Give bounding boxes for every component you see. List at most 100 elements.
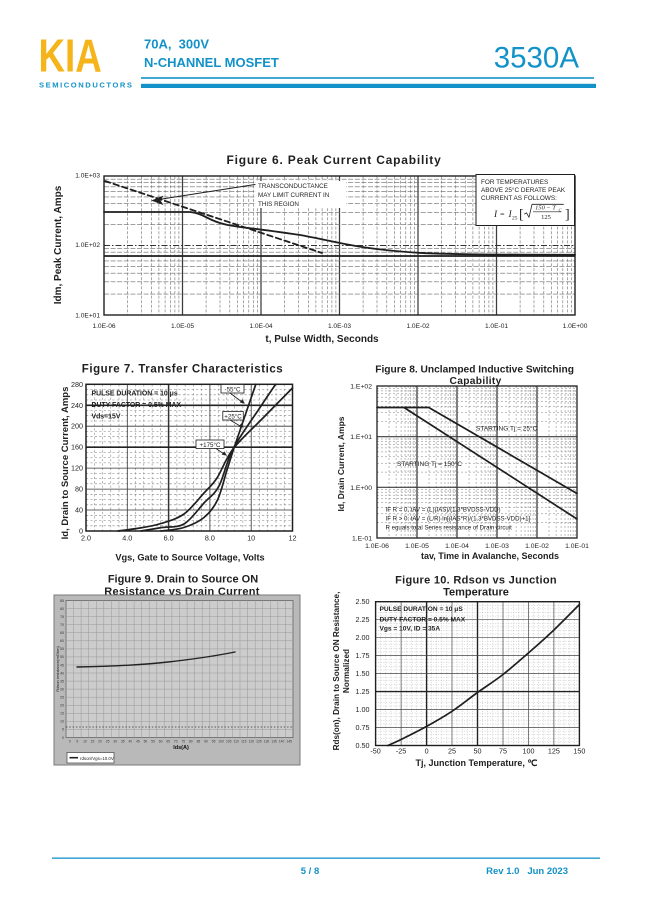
svg-text:0: 0 [62,736,64,740]
svg-text:70: 70 [60,623,64,627]
svg-text:N-CHANNEL MOSFET: N-CHANNEL MOSFET [144,55,279,70]
svg-text:0.50: 0.50 [356,741,370,750]
svg-text:Normalized: Normalized [342,649,351,693]
svg-text:Figure 8. Unclamped Inductive: Figure 8. Unclamped Inductive Switching [375,364,574,375]
svg-text:=: = [500,210,505,219]
svg-text:105: 105 [226,739,232,743]
svg-text:1.0E-03: 1.0E-03 [485,543,509,550]
svg-text:30: 30 [60,687,64,691]
svg-text:85: 85 [197,739,201,743]
svg-text:+25°C: +25°C [224,413,242,420]
svg-text:45: 45 [136,739,140,743]
svg-text:35: 35 [121,739,125,743]
svg-text:DUTY FACTOR = 0.5% MAX: DUTY FACTOR = 0.5% MAX [380,617,466,624]
svg-text:I: I [493,210,498,220]
svg-text:6.0: 6.0 [164,534,174,543]
svg-text:Figure 7. Transfer Characteris: Figure 7. Transfer Characteristics [82,364,284,376]
svg-text:Vgs, Gate to Source Voltage, V: Vgs, Gate to Source Voltage, Volts [115,553,264,563]
svg-text:TRANSCONDUCTANCE: TRANSCONDUCTANCE [258,183,328,190]
svg-text:DUTY FACTOR = 0.5% MAX: DUTY FACTOR = 0.5% MAX [92,402,182,409]
svg-text:200: 200 [71,422,83,431]
svg-text:KIA: KIA [39,29,102,81]
svg-text:1.0E-06: 1.0E-06 [92,323,115,330]
svg-text:]: ] [565,208,570,223]
svg-text:Idm, Peak Current, Amps: Idm, Peak Current, Amps [53,185,64,304]
svg-text:40: 40 [60,671,64,675]
svg-text:15: 15 [91,739,95,743]
svg-text:240: 240 [71,401,83,410]
svg-text:8.0: 8.0 [205,534,215,543]
svg-text:65: 65 [60,631,64,635]
svg-text:-50: -50 [370,747,380,756]
svg-text:1.0E-06: 1.0E-06 [365,543,389,550]
svg-text:2.50: 2.50 [356,597,370,606]
svg-text:1.0E-04: 1.0E-04 [445,543,469,550]
svg-text:SEMICONDUCTORS: SEMICONDUCTORS [39,81,134,90]
svg-text:80: 80 [75,485,83,494]
svg-text:3530A: 3530A [494,42,580,75]
svg-text:1.0E-02: 1.0E-02 [406,323,429,330]
svg-text:1.0E-01: 1.0E-01 [565,543,589,550]
svg-text:rdson/Vgs=10.0V: rdson/Vgs=10.0V [80,756,114,761]
svg-text:70: 70 [174,739,178,743]
svg-text:1.0E-04: 1.0E-04 [249,323,272,330]
svg-text:Capability: Capability [450,376,502,387]
svg-text:80: 80 [189,739,193,743]
svg-text:35: 35 [60,679,64,683]
svg-text:95: 95 [212,739,216,743]
svg-text:55: 55 [60,647,64,651]
svg-text:-25: -25 [396,747,406,756]
svg-text:IF R = 0, tAV = (L)(IAS)/(1.3*: IF R = 0, tAV = (L)(IAS)/(1.3*BVDSS-VDD) [386,507,501,514]
svg-text:160: 160 [71,443,83,452]
svg-text:1.E+01: 1.E+01 [350,434,372,441]
svg-text:55: 55 [151,739,155,743]
svg-text:280: 280 [71,380,83,389]
svg-text:115: 115 [241,739,246,743]
svg-text:40: 40 [128,739,132,743]
svg-text:1.0E-03: 1.0E-03 [328,323,351,330]
svg-text:1.00: 1.00 [356,705,370,714]
svg-text:20: 20 [98,739,102,743]
svg-text:Vgs = 10V, ID = 35A: Vgs = 10V, ID = 35A [380,626,441,633]
svg-text:75: 75 [499,747,507,756]
svg-text:140: 140 [279,739,285,743]
svg-text:+175°C: +175°C [200,442,221,449]
svg-text:100: 100 [218,739,224,743]
svg-text:10: 10 [247,534,255,543]
svg-text:1.0E-05: 1.0E-05 [405,543,429,550]
svg-text:50: 50 [474,747,482,756]
svg-text:5: 5 [76,739,78,743]
svg-text:Tj, Junction Temperature, ℃: Tj, Junction Temperature, ℃ [416,758,538,768]
svg-text:25: 25 [106,739,110,743]
svg-text:65: 65 [166,739,170,743]
svg-text:40: 40 [75,506,83,515]
svg-text:I: I [508,210,513,220]
svg-text:145: 145 [286,739,292,743]
svg-text:Id, Drain Current, Amps: Id, Drain Current, Amps [336,416,346,511]
svg-text:ABOVE 25°C DERATE PEAK: ABOVE 25°C DERATE PEAK [481,186,566,194]
svg-text:PULSE DURATION = 10 μS: PULSE DURATION = 10 μS [380,606,464,613]
svg-text:Rev 1.0 Jun 2023: Rev 1.0 Jun 2023 [486,866,568,877]
svg-text:1.50: 1.50 [356,669,370,678]
svg-text:125: 125 [548,747,560,756]
svg-text:45: 45 [60,663,64,667]
svg-text:Vds=15V: Vds=15V [92,414,121,421]
svg-text:0: 0 [79,527,83,536]
svg-text:2.0: 2.0 [81,534,91,543]
svg-text:1.E+00: 1.E+00 [350,485,372,492]
svg-text:75: 75 [60,615,64,619]
svg-text:120: 120 [71,464,83,473]
svg-text:Rds(on), Drain to Source ON Re: Rds(on), Drain to Source ON Resistance, [332,592,341,751]
svg-text:1.0E+03: 1.0E+03 [75,173,100,180]
svg-text:5 / 8: 5 / 8 [301,866,320,877]
svg-text:0: 0 [425,747,429,756]
svg-text:10: 10 [83,739,87,743]
svg-text:[: [ [519,208,524,223]
svg-text:Figure 6. Peak Current Capabil: Figure 6. Peak Current Capability [226,153,441,167]
svg-text:2.25: 2.25 [356,615,370,624]
svg-text:150: 150 [573,747,585,756]
svg-text:Ids(A): Ids(A) [173,745,189,751]
svg-text:120: 120 [249,739,255,743]
svg-text:25: 25 [60,696,64,700]
svg-text:50: 50 [60,655,64,659]
